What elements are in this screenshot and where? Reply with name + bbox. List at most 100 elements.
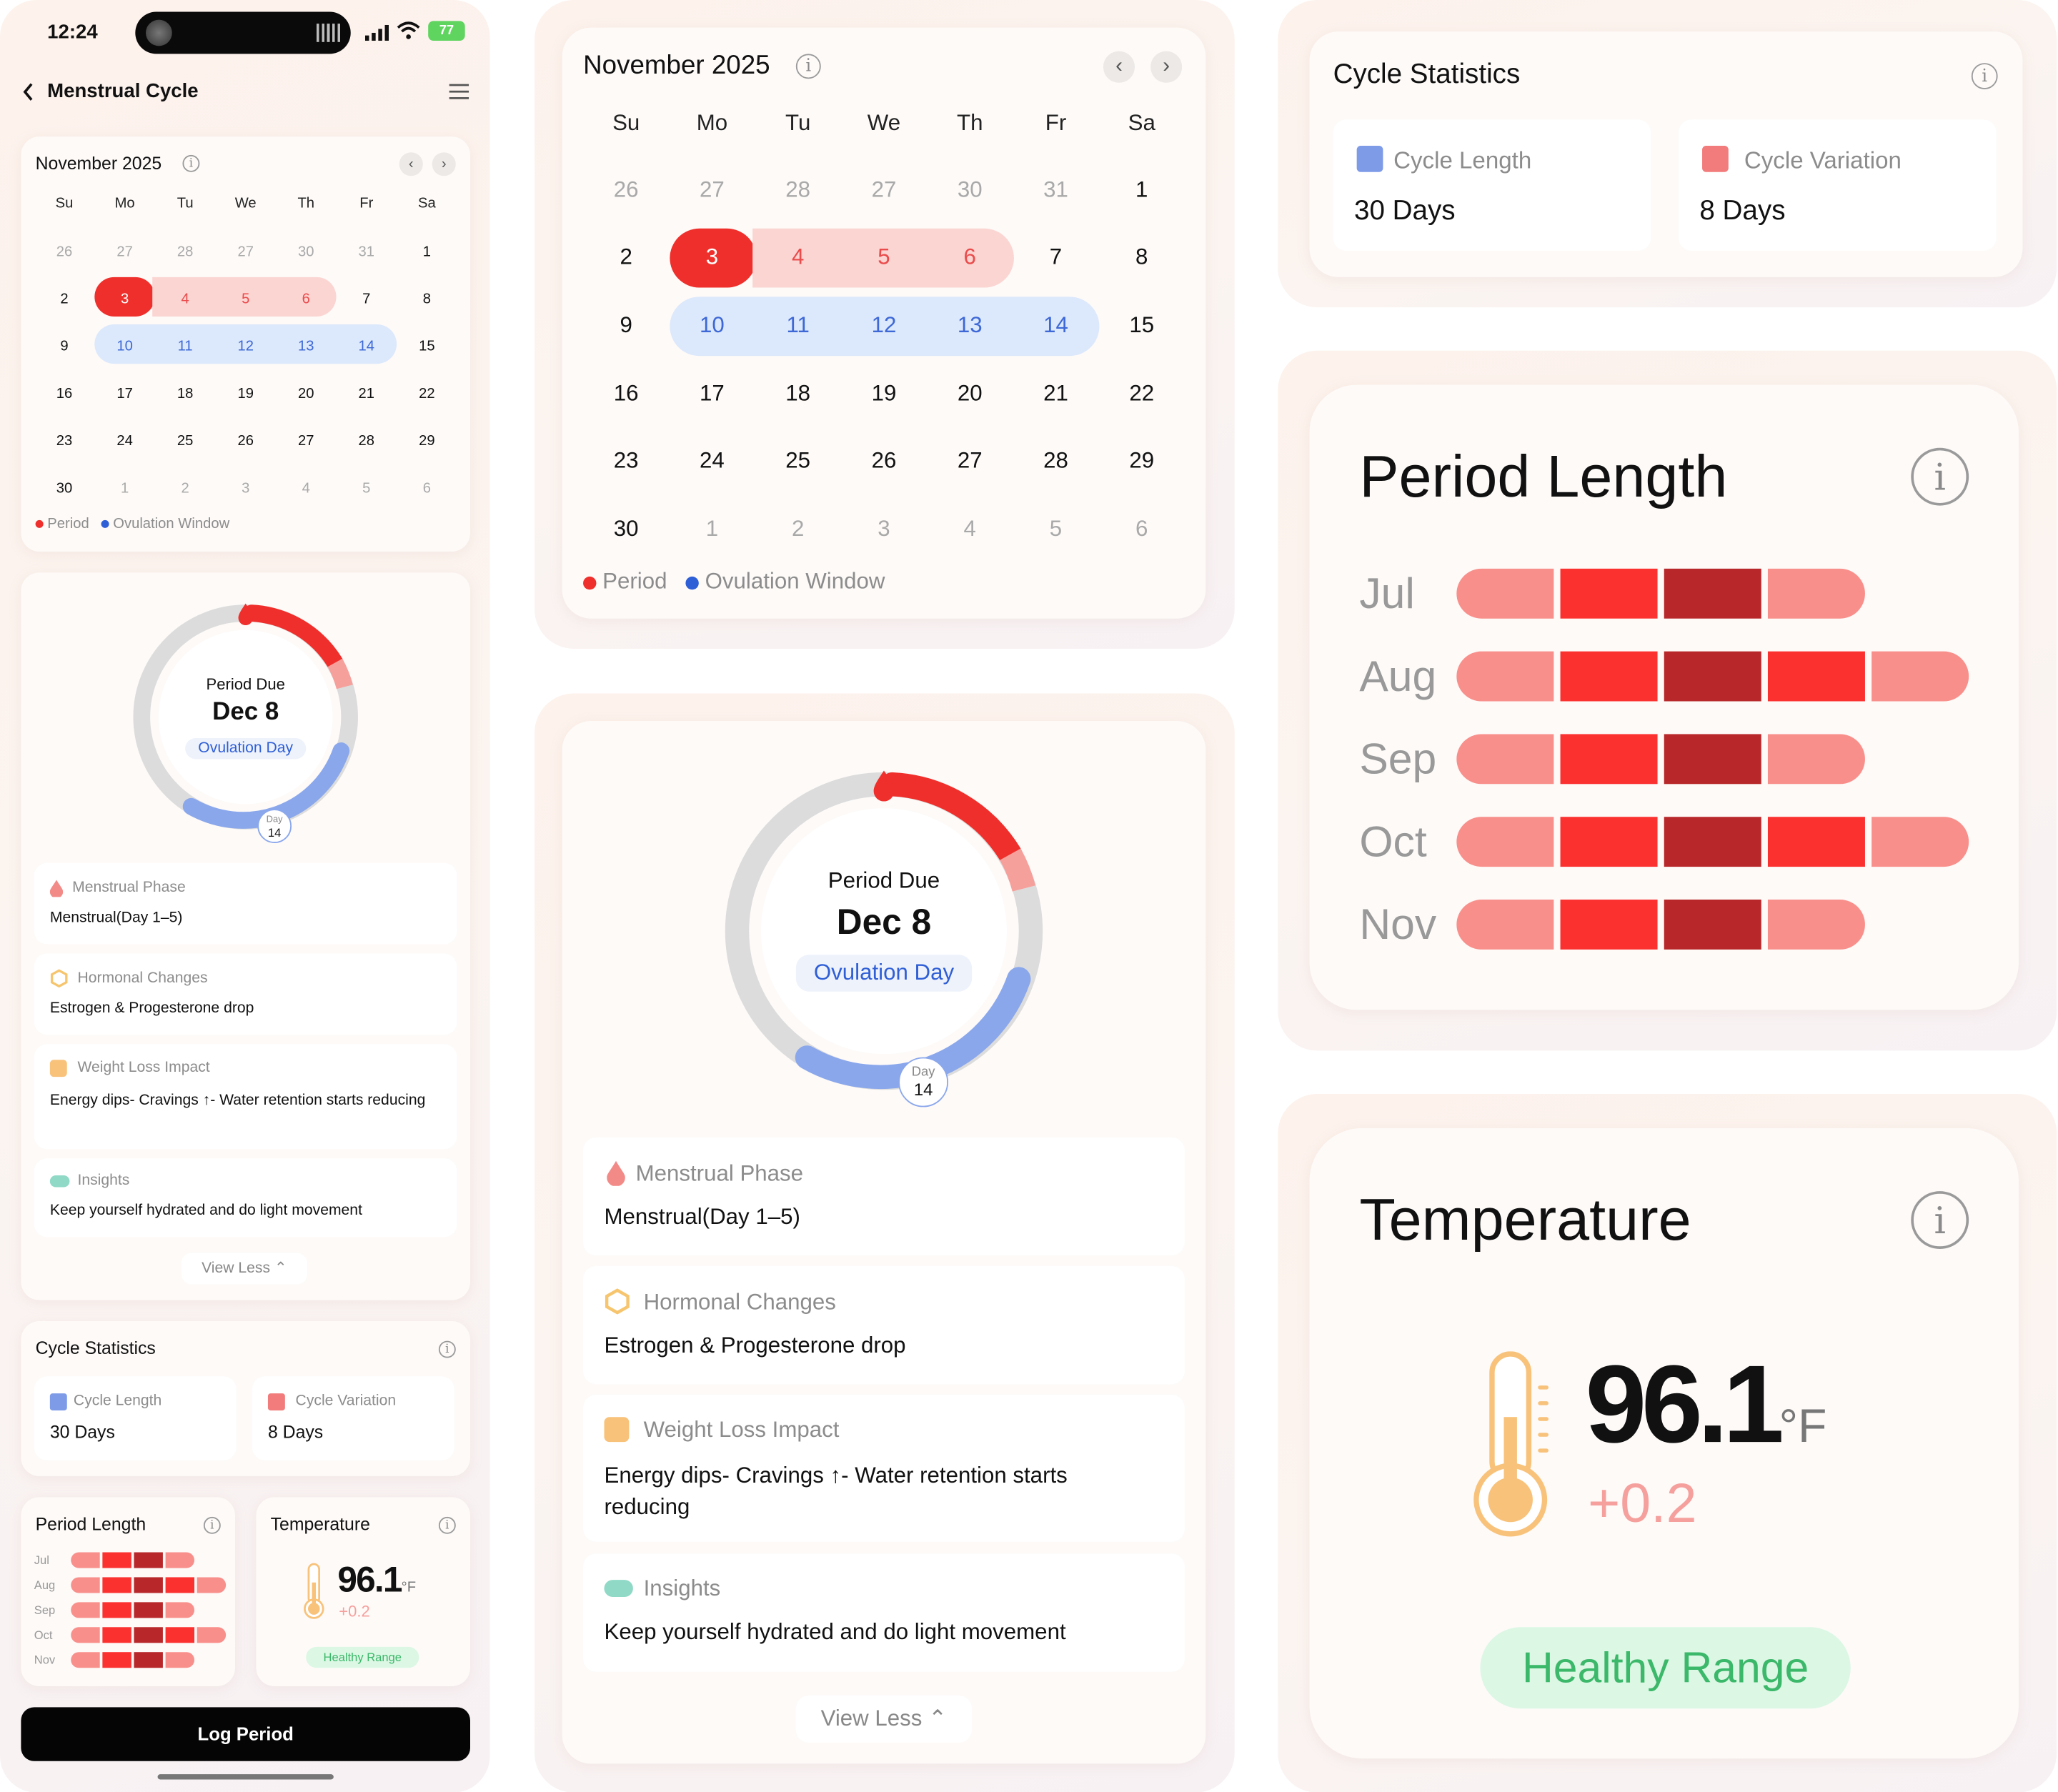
- calendar-day[interactable]: 25: [785, 448, 811, 473]
- view-less-button[interactable]: View Less ⌃: [795, 1695, 973, 1743]
- calendar-day[interactable]: 28: [177, 244, 194, 260]
- calendar-day[interactable]: 9: [60, 339, 69, 355]
- calendar-day[interactable]: 30: [297, 244, 314, 260]
- calendar-day[interactable]: 22: [1129, 380, 1155, 406]
- calendar-day[interactable]: 21: [358, 386, 375, 402]
- menu-icon[interactable]: [449, 83, 469, 100]
- calendar-day[interactable]: 3: [878, 515, 890, 541]
- calendar-day[interactable]: 2: [181, 480, 189, 497]
- calendar-day[interactable]: 12: [237, 339, 254, 355]
- calendar-day[interactable]: 24: [700, 448, 725, 473]
- calendar-day[interactable]: 2: [60, 292, 69, 308]
- back-icon[interactable]: [21, 81, 36, 102]
- calendar-day[interactable]: 5: [362, 480, 371, 497]
- calendar-day[interactable]: 4: [963, 515, 976, 541]
- calendar-day[interactable]: 26: [613, 176, 639, 202]
- calendar-day[interactable]: 23: [613, 448, 639, 473]
- calendar-day[interactable]: 3: [242, 480, 250, 497]
- info-icon[interactable]: i: [438, 1516, 456, 1534]
- calendar-day[interactable]: 5: [1049, 515, 1063, 541]
- calendar-day[interactable]: 1: [1135, 176, 1148, 202]
- calendar-day[interactable]: 17: [116, 386, 133, 402]
- log-period-button[interactable]: Log Period: [21, 1707, 471, 1761]
- calendar-day[interactable]: 6: [422, 480, 431, 497]
- calendar-day[interactable]: 1: [120, 480, 129, 497]
- calendar-day[interactable]: 24: [116, 433, 133, 449]
- view-less-button[interactable]: View Less ⌃: [181, 1253, 308, 1285]
- calendar-day[interactable]: 27: [957, 448, 983, 473]
- calendar-day[interactable]: 4: [791, 244, 805, 270]
- calendar-day[interactable]: 7: [1049, 244, 1063, 270]
- calendar-day[interactable]: 18: [785, 380, 811, 406]
- calendar-day[interactable]: 20: [297, 386, 314, 402]
- calendar-day[interactable]: 13: [957, 312, 983, 338]
- calendar-day[interactable]: 29: [419, 433, 435, 449]
- calendar-day[interactable]: 8: [1135, 244, 1148, 270]
- calendar-day[interactable]: 25: [177, 433, 194, 449]
- calendar-day[interactable]: 1: [705, 515, 719, 541]
- calendar-day[interactable]: 4: [181, 292, 189, 308]
- info-icon[interactable]: i: [182, 154, 200, 172]
- prev-month-button[interactable]: ‹: [399, 152, 423, 176]
- calendar-day[interactable]: 27: [237, 244, 254, 260]
- calendar-day[interactable]: 28: [358, 433, 375, 449]
- info-icon[interactable]: i: [795, 54, 821, 79]
- calendar-day[interactable]: 17: [700, 380, 725, 406]
- calendar-day[interactable]: 12: [871, 312, 897, 338]
- calendar-day[interactable]: 14: [1043, 312, 1068, 338]
- calendar-day[interactable]: 5: [242, 292, 250, 308]
- calendar-day[interactable]: 27: [297, 433, 314, 449]
- info-icon[interactable]: i: [1911, 1191, 1969, 1249]
- calendar-day[interactable]: 27: [871, 176, 897, 202]
- info-icon[interactable]: i: [1971, 63, 1998, 89]
- calendar-day[interactable]: 30: [957, 176, 983, 202]
- calendar-day[interactable]: 29: [1129, 448, 1155, 473]
- calendar-day[interactable]: 28: [785, 176, 811, 202]
- calendar-day[interactable]: 1: [422, 244, 431, 260]
- info-icon[interactable]: i: [438, 1340, 456, 1358]
- calendar-day[interactable]: 2: [620, 244, 632, 270]
- calendar-day[interactable]: 30: [56, 480, 73, 497]
- calendar-day[interactable]: 2: [791, 515, 805, 541]
- calendar-day[interactable]: 6: [963, 244, 976, 270]
- calendar-day[interactable]: 19: [871, 380, 897, 406]
- calendar-day[interactable]: 4: [302, 480, 310, 497]
- calendar-day[interactable]: 26: [871, 448, 897, 473]
- calendar-day[interactable]: 20: [957, 380, 983, 406]
- calendar-day[interactable]: 31: [358, 244, 375, 260]
- calendar-day[interactable]: 8: [422, 292, 431, 308]
- calendar-day[interactable]: 3: [705, 244, 719, 270]
- calendar-day[interactable]: 16: [613, 380, 639, 406]
- calendar-day[interactable]: 27: [116, 244, 133, 260]
- next-month-button[interactable]: ›: [432, 152, 456, 176]
- calendar-day[interactable]: 9: [620, 312, 632, 338]
- calendar-day[interactable]: 15: [419, 339, 435, 355]
- calendar-day[interactable]: 10: [116, 339, 133, 355]
- calendar-day[interactable]: 6: [302, 292, 310, 308]
- calendar-day[interactable]: 3: [120, 292, 129, 308]
- calendar-day[interactable]: 11: [177, 339, 193, 355]
- calendar-day[interactable]: 15: [1129, 312, 1155, 338]
- calendar-day[interactable]: 10: [700, 312, 725, 338]
- calendar-day[interactable]: 27: [700, 176, 725, 202]
- calendar-day[interactable]: 11: [786, 312, 810, 338]
- calendar-day[interactable]: 31: [1043, 176, 1068, 202]
- calendar-day[interactable]: 6: [1135, 515, 1148, 541]
- calendar-day[interactable]: 16: [56, 386, 73, 402]
- calendar-day[interactable]: 19: [237, 386, 254, 402]
- prev-month-button[interactable]: ‹: [1103, 51, 1135, 83]
- calendar-day[interactable]: 13: [297, 339, 314, 355]
- calendar-day[interactable]: 28: [1043, 448, 1068, 473]
- calendar-day[interactable]: 26: [56, 244, 73, 260]
- info-icon[interactable]: i: [203, 1516, 221, 1534]
- calendar-day[interactable]: 23: [56, 433, 73, 449]
- calendar-day[interactable]: 5: [878, 244, 890, 270]
- calendar-day[interactable]: 18: [177, 386, 194, 402]
- calendar-day[interactable]: 21: [1043, 380, 1068, 406]
- calendar-day[interactable]: 22: [419, 386, 435, 402]
- calendar-day[interactable]: 30: [613, 515, 639, 541]
- calendar-day[interactable]: 14: [358, 339, 375, 355]
- calendar-day[interactable]: 26: [237, 433, 254, 449]
- info-icon[interactable]: i: [1911, 447, 1969, 506]
- calendar-day[interactable]: 7: [362, 292, 371, 308]
